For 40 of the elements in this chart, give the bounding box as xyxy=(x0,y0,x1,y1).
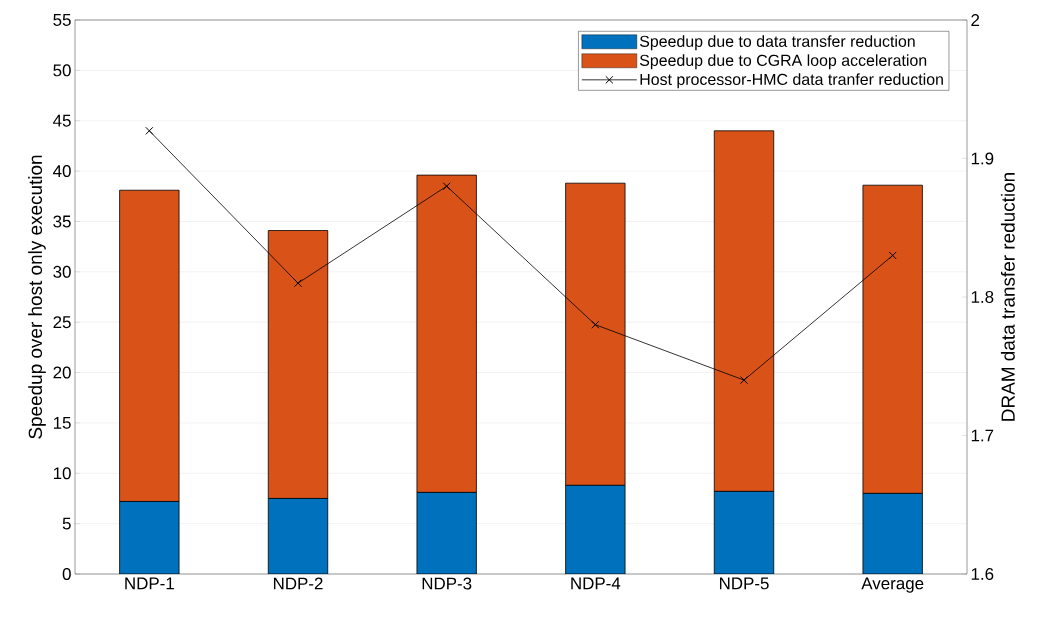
x-tick-label: NDP-2 xyxy=(273,577,323,590)
y2-tick-label: 2 xyxy=(971,14,980,26)
bar xyxy=(862,493,923,574)
y-tick-label: 20 xyxy=(53,366,71,379)
y-tick-label: 35 xyxy=(53,215,71,228)
y-tick-label: 50 xyxy=(53,64,71,77)
y-axis-title: Speedup over host only execution xyxy=(28,155,46,439)
point xyxy=(293,279,303,288)
y-tick-label: 55 xyxy=(53,14,71,26)
y-tick-label: 40 xyxy=(53,165,71,178)
y-tick-label: 45 xyxy=(53,114,71,127)
x-tick-label: Average xyxy=(861,577,924,593)
bar xyxy=(713,491,775,574)
legend-label: Speedup due to data transfer reduction xyxy=(639,35,915,51)
point xyxy=(442,182,451,191)
x-tick-label: NDP-4 xyxy=(571,577,621,590)
y2-tick-label: 1.6 xyxy=(971,568,994,580)
point xyxy=(888,251,897,260)
bar xyxy=(267,498,329,574)
x-tick-label: NDP-5 xyxy=(719,577,769,590)
legend-label: Speedup due to CGRA loop acceleration xyxy=(639,54,927,70)
y-tick-label: 10 xyxy=(53,467,71,480)
bar xyxy=(119,501,180,574)
y-tick-label: 30 xyxy=(53,265,71,278)
y-tick-label: 5 xyxy=(62,517,71,530)
y2-tick-label: 1.9 xyxy=(971,152,994,165)
point xyxy=(739,376,749,385)
point xyxy=(145,126,154,135)
y-tick-label: 25 xyxy=(53,316,71,329)
y2-tick-label: 1.8 xyxy=(971,291,994,303)
legend-label: Host processor-HMC data tranfer reduction xyxy=(640,73,943,89)
point xyxy=(591,320,600,329)
x-tick-label: NDP-1 xyxy=(125,577,174,590)
bar xyxy=(416,492,477,574)
x-tick-label: NDP-3 xyxy=(422,577,472,590)
y-tick-label: 15 xyxy=(53,416,71,429)
y2-axis-title: DRAM data transfer reduction xyxy=(1000,173,1015,421)
y2-tick-label: 1.7 xyxy=(971,429,994,442)
bar xyxy=(565,484,626,574)
y-tick-label: 0 xyxy=(62,568,71,580)
